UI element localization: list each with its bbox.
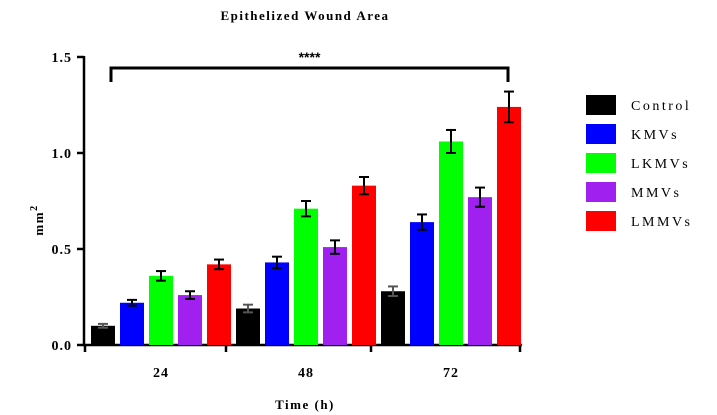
svg-text:mm2: mm2 bbox=[29, 204, 46, 235]
bar-LKMVs-72 bbox=[439, 141, 463, 345]
legend-label-LKMVs: LKMVs bbox=[631, 157, 690, 172]
bar-Control-72 bbox=[381, 291, 405, 345]
x-tick-label-24: 24 bbox=[153, 366, 169, 381]
bar-MMVs-24 bbox=[178, 295, 202, 345]
legend-swatch-MMVs bbox=[586, 182, 616, 202]
y-tick-label: 0.5 bbox=[52, 243, 73, 258]
bar-Control-48 bbox=[236, 308, 260, 345]
bar-KMVs-48 bbox=[265, 262, 289, 345]
y-tick-label: 1.5 bbox=[52, 51, 73, 66]
plot-area: 0.0 0.5 1.0 1.5 24 48 72 **** bbox=[52, 49, 522, 381]
legend-swatch-Control bbox=[586, 95, 616, 115]
y-axis-label-superscript: 2 bbox=[29, 204, 40, 211]
bar-LMMVs-48 bbox=[352, 185, 376, 345]
legend: Control KMVs LKMVs MMVs LMMVs bbox=[586, 95, 693, 231]
legend-label-MMVs: MMVs bbox=[631, 186, 681, 201]
bar-LMMVs-24 bbox=[207, 264, 231, 345]
significance-bracket bbox=[109, 66, 510, 82]
x-tick-label-48: 48 bbox=[298, 366, 314, 381]
x-tick-label-72: 72 bbox=[443, 366, 459, 381]
y-tick-label: 1.0 bbox=[52, 147, 73, 162]
bar-KMVs-24 bbox=[120, 302, 144, 345]
legend-label-KMVs: KMVs bbox=[631, 128, 679, 143]
legend-swatch-LMMVs bbox=[586, 211, 616, 231]
bar-MMVs-48 bbox=[323, 247, 347, 345]
legend-label-Control: Control bbox=[631, 99, 691, 114]
bar-MMVs-72 bbox=[468, 197, 492, 345]
bar-LKMVs-48 bbox=[294, 208, 318, 345]
x-axis-label: Time (h) bbox=[275, 397, 335, 412]
significance-label: **** bbox=[299, 49, 321, 65]
bar-LMMVs-72 bbox=[497, 106, 521, 345]
y-axis-label: mm bbox=[31, 211, 46, 236]
chart-title: Epithelized Wound Area bbox=[220, 8, 389, 23]
y-axis-label-group: mm2 bbox=[29, 204, 46, 235]
legend-swatch-LKMVs bbox=[586, 153, 616, 173]
legend-label-LMMVs: LMMVs bbox=[631, 215, 693, 230]
bar-Control-24 bbox=[91, 325, 115, 345]
legend-swatch-KMVs bbox=[586, 124, 616, 144]
bar-KMVs-72 bbox=[410, 222, 434, 345]
bar-LKMVs-24 bbox=[149, 275, 173, 345]
y-tick-label: 0.0 bbox=[52, 339, 73, 354]
